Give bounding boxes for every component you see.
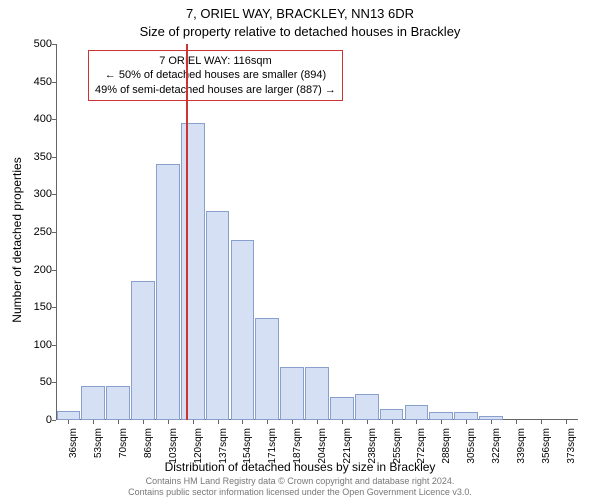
bar [454, 412, 478, 420]
annotation-line1: 7 ORIEL WAY: 116sqm [95, 54, 336, 68]
bar [57, 411, 81, 420]
bar [231, 240, 255, 420]
x-tick-mark [516, 420, 517, 424]
x-tick-mark [342, 420, 343, 424]
x-tick-mark [93, 420, 94, 424]
x-tick-mark [193, 420, 194, 424]
y-tick-mark [52, 382, 56, 383]
y-tick-mark [52, 232, 56, 233]
x-tick-mark [566, 420, 567, 424]
y-tick-label: 0 [22, 414, 52, 426]
chart-title-address: 7, ORIEL WAY, BRACKLEY, NN13 6DR [0, 6, 600, 21]
bar [156, 164, 180, 420]
annotation-box: 7 ORIEL WAY: 116sqm ← 50% of detached ho… [88, 50, 343, 101]
chart-title-subtitle: Size of property relative to detached ho… [0, 24, 600, 39]
bar [255, 318, 279, 420]
x-tick-mark [218, 420, 219, 424]
bar [206, 211, 230, 420]
x-tick-mark [541, 420, 542, 424]
x-tick-mark [317, 420, 318, 424]
y-tick-mark [52, 82, 56, 83]
x-tick-mark [118, 420, 119, 424]
footer-line2: Contains public sector information licen… [0, 487, 600, 498]
x-tick-mark [416, 420, 417, 424]
bar [380, 409, 404, 420]
y-tick-mark [52, 44, 56, 45]
bar [131, 281, 155, 420]
y-tick-label: 150 [22, 301, 52, 313]
x-tick-mark [267, 420, 268, 424]
bar [81, 386, 105, 420]
y-tick-label: 250 [22, 226, 52, 238]
footer-credits: Contains HM Land Registry data © Crown c… [0, 476, 600, 498]
y-tick-label: 350 [22, 151, 52, 163]
bar [280, 367, 304, 420]
y-tick-label: 400 [22, 113, 52, 125]
y-axis-line [56, 44, 57, 420]
bar [106, 386, 130, 420]
bar [405, 405, 429, 420]
y-tick-mark [52, 307, 56, 308]
x-tick-mark [168, 420, 169, 424]
bar [330, 397, 354, 420]
x-tick-mark [466, 420, 467, 424]
marker-line [186, 44, 188, 420]
x-axis-label: Distribution of detached houses by size … [0, 460, 600, 474]
annotation-line2: ← 50% of detached houses are smaller (89… [95, 68, 336, 82]
y-tick-label: 100 [22, 339, 52, 351]
x-tick-mark [68, 420, 69, 424]
bar [181, 123, 205, 420]
y-tick-mark [52, 194, 56, 195]
bar [429, 412, 453, 420]
x-tick-mark [491, 420, 492, 424]
y-tick-label: 500 [22, 38, 52, 50]
annotation-line3: 49% of semi-detached houses are larger (… [95, 83, 336, 97]
y-tick-mark [52, 119, 56, 120]
bar [355, 394, 379, 420]
x-tick-mark [367, 420, 368, 424]
y-tick-label: 50 [22, 376, 52, 388]
bar [305, 367, 329, 420]
y-tick-label: 450 [22, 76, 52, 88]
x-tick-mark [242, 420, 243, 424]
y-tick-label: 200 [22, 264, 52, 276]
chart-container: 7, ORIEL WAY, BRACKLEY, NN13 6DR Size of… [0, 0, 600, 500]
footer-line1: Contains HM Land Registry data © Crown c… [0, 476, 600, 487]
x-tick-mark [441, 420, 442, 424]
y-tick-label: 300 [22, 188, 52, 200]
x-tick-mark [292, 420, 293, 424]
y-tick-mark [52, 420, 56, 421]
y-tick-mark [52, 345, 56, 346]
y-tick-mark [52, 270, 56, 271]
y-tick-mark [52, 157, 56, 158]
plot-area: 7 ORIEL WAY: 116sqm ← 50% of detached ho… [56, 44, 578, 420]
x-tick-mark [143, 420, 144, 424]
x-tick-mark [392, 420, 393, 424]
